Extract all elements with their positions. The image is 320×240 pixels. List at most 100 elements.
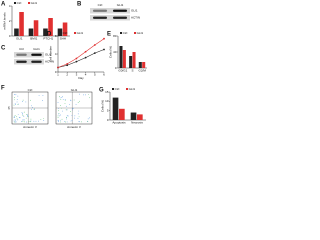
flow-dot <box>21 112 23 113</box>
flow-dot <box>42 95 44 96</box>
flow-dot <box>61 118 63 120</box>
flow-dot <box>84 94 86 96</box>
flow-dot <box>59 96 60 97</box>
y-tick-label: 15 <box>105 90 109 94</box>
blot-row-label: ACTIN <box>131 16 140 20</box>
point <box>103 37 105 40</box>
legend-label: Ctrl <box>17 1 22 5</box>
flow-dot <box>41 100 43 101</box>
bar <box>14 28 19 36</box>
bar <box>48 18 53 36</box>
flow-dot <box>17 104 19 105</box>
flow-dot <box>60 114 61 116</box>
point <box>103 48 105 51</box>
legend-label: GLI1 <box>31 1 38 5</box>
flow-dot <box>31 105 32 107</box>
flow-dot <box>43 117 45 119</box>
flow-dot <box>81 121 82 123</box>
flow-dot <box>38 95 40 96</box>
flow-dot <box>19 117 21 119</box>
flow-dot <box>25 101 27 103</box>
legend-swatch <box>74 32 76 34</box>
x-tick-label: Apoptosis <box>112 120 126 124</box>
blot-band <box>93 16 107 19</box>
y-tick-label: 5 <box>107 108 109 112</box>
panel-label: E <box>107 32 111 38</box>
flow-dot <box>87 120 88 122</box>
flow-dot <box>24 121 25 123</box>
point <box>75 57 78 60</box>
flow-dot <box>64 103 66 105</box>
flow-dot <box>69 104 71 105</box>
flow-dot <box>61 107 62 109</box>
legend-swatch <box>60 32 62 34</box>
blot-row-label: GLI1 <box>131 9 138 13</box>
point <box>93 44 96 46</box>
flow-dot <box>74 115 76 117</box>
legend-label: GLI1 <box>137 31 144 35</box>
bar <box>33 20 39 36</box>
flow-dot <box>89 117 90 119</box>
bar <box>142 62 146 68</box>
flow-dot <box>34 108 35 110</box>
flow-dot <box>62 96 63 98</box>
flow-dot <box>27 116 29 117</box>
point <box>57 66 59 69</box>
flow-dot <box>22 119 24 121</box>
flow-dot <box>17 113 19 115</box>
flow-dot <box>14 99 15 101</box>
legend-swatch <box>134 32 136 34</box>
flow-dot <box>30 121 31 123</box>
bar <box>112 97 119 120</box>
blot-band <box>16 53 27 56</box>
flow-dot <box>79 93 80 95</box>
blot-row-label: GLI1 <box>45 53 52 57</box>
flow-dot <box>26 121 27 123</box>
y-tick-label: 40 <box>113 50 117 54</box>
flow-dot <box>87 94 89 95</box>
flow-dot <box>66 115 68 117</box>
flow-dot <box>71 120 73 121</box>
flow-dot <box>16 99 18 100</box>
flow-dot <box>70 100 72 102</box>
y-tick-label: 0 <box>115 66 117 70</box>
x-tick-label: G0/G1 <box>118 68 127 72</box>
flow-dot <box>17 103 19 105</box>
flow-dot <box>22 115 24 116</box>
flow-dot <box>33 109 35 110</box>
x-tick-label: GLI1 <box>16 36 23 40</box>
flow-dot <box>22 101 23 102</box>
y-tick-label: 4 <box>55 52 57 56</box>
flow-dot <box>14 115 16 116</box>
flow-dot <box>67 115 69 117</box>
flow-dot <box>23 111 25 113</box>
flow-dot <box>32 107 33 108</box>
flow-dot <box>14 117 15 118</box>
flow-dot <box>61 96 63 98</box>
blot-strip <box>90 8 130 14</box>
flow-dot <box>14 119 16 121</box>
bar <box>119 108 125 120</box>
flow-dot <box>87 121 89 123</box>
flow-dot <box>74 117 75 119</box>
flow-dot <box>16 101 18 103</box>
flow-dot <box>57 120 59 121</box>
flow-dot <box>43 120 45 121</box>
legend-label: Ctrl <box>63 31 68 35</box>
blot-strip <box>14 52 44 58</box>
blot-band <box>113 9 127 12</box>
bar <box>62 22 68 36</box>
flow-dot <box>66 109 68 111</box>
blot-header: Ctrl <box>98 3 103 7</box>
point <box>66 64 69 67</box>
x-axis-label: Day <box>78 76 84 80</box>
flow-dot <box>30 108 32 110</box>
flow-dot <box>58 113 60 114</box>
y-tick-label: 10 <box>105 99 109 103</box>
line <box>57 49 105 68</box>
blot-band <box>16 60 27 63</box>
flow-dot <box>60 105 61 106</box>
flow-dot <box>16 116 18 118</box>
flow-dot <box>13 120 15 122</box>
